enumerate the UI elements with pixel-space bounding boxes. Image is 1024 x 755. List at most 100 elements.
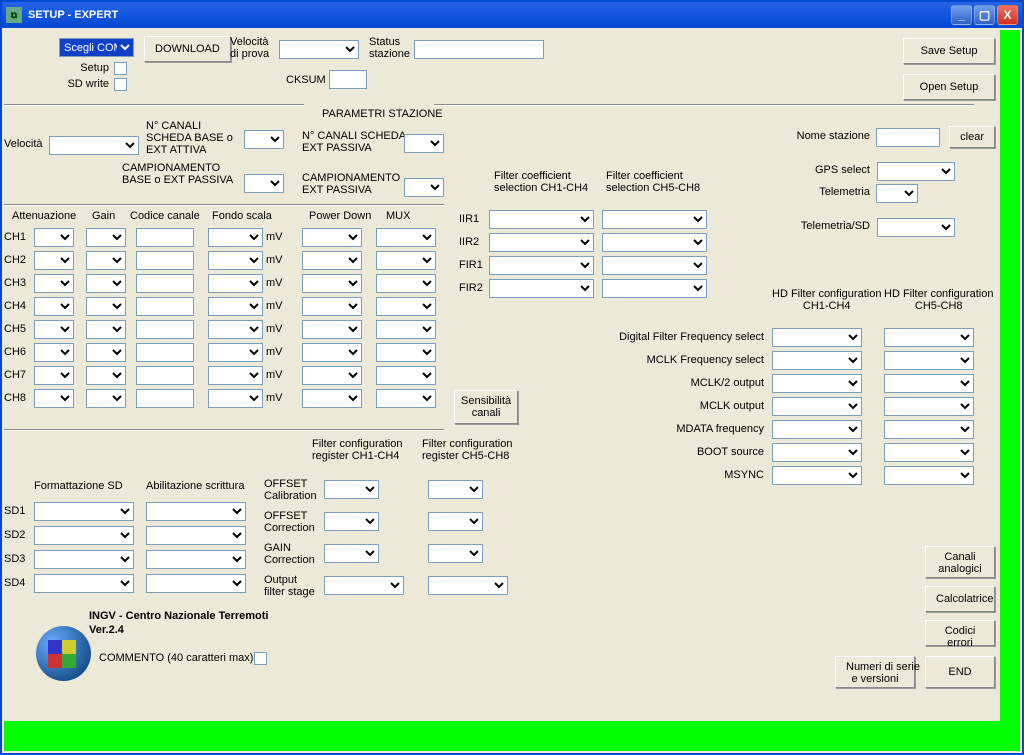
velocita-select[interactable] [49,136,139,155]
CH7-gain-select[interactable] [86,366,126,385]
CH6-attenuazione-select[interactable] [34,343,74,362]
hd-row-1-ch58-select[interactable] [884,351,974,370]
close-button[interactable]: X [997,5,1018,25]
CH7-codice-field[interactable] [136,366,194,385]
fir1-ch58-select[interactable] [602,256,707,275]
CH8-attenuazione-select[interactable] [34,389,74,408]
ncanali-base-select[interactable] [244,130,284,149]
sensibilita-canali-button[interactable]: Sensibilità canali [454,390,518,424]
CH7-mux-select[interactable] [376,366,436,385]
CH2-gain-select[interactable] [86,251,126,270]
CH8-mux-select[interactable] [376,389,436,408]
CH7-powerdown-select[interactable] [302,366,362,385]
hd-row-5-ch14-select[interactable] [772,443,862,462]
fir2-ch58-select[interactable] [602,279,707,298]
SD2-abilitazione-select[interactable] [146,526,246,545]
CH5-codice-field[interactable] [136,320,194,339]
fcfg-offset_cor-ch58-select[interactable] [428,512,483,531]
hd-row-6-ch58-select[interactable] [884,466,974,485]
CH3-fondoscala-select[interactable] [208,274,263,293]
CH1-attenuazione-select[interactable] [34,228,74,247]
hd-row-4-ch14-select[interactable] [772,420,862,439]
SD4-abilitazione-select[interactable] [146,574,246,593]
telemetria-select[interactable] [876,184,918,203]
CH4-gain-select[interactable] [86,297,126,316]
CH1-powerdown-select[interactable] [302,228,362,247]
CH8-gain-select[interactable] [86,389,126,408]
camp-base-select[interactable] [244,174,284,193]
SD1-abilitazione-select[interactable] [146,502,246,521]
commento-checkbox[interactable] [254,652,267,665]
hd-row-3-ch58-select[interactable] [884,397,974,416]
CH3-attenuazione-select[interactable] [34,274,74,293]
numeri-serie-button[interactable]: Numeri di serie e versioni [835,656,915,688]
CH4-mux-select[interactable] [376,297,436,316]
CH1-fondoscala-select[interactable] [208,228,263,247]
download-button[interactable]: DOWNLOAD [144,36,231,62]
codici-errori-button[interactable]: Codici errori [925,620,995,646]
CH2-mux-select[interactable] [376,251,436,270]
status-stazione-field[interactable] [414,40,544,59]
SD2-formattazione-select[interactable] [34,526,134,545]
fcfg-offset_cal-ch58-select[interactable] [428,480,483,499]
cksum-field[interactable] [329,70,367,89]
CH3-gain-select[interactable] [86,274,126,293]
CH4-codice-field[interactable] [136,297,194,316]
fcfg-gain_cor-ch14-select[interactable] [324,544,379,563]
CH5-attenuazione-select[interactable] [34,320,74,339]
CH8-powerdown-select[interactable] [302,389,362,408]
camp-ext-select[interactable] [404,178,444,197]
gps-select[interactable] [877,162,955,181]
calcolatrice-button[interactable]: Calcolatrice [925,586,995,612]
CH5-fondoscala-select[interactable] [208,320,263,339]
CH6-codice-field[interactable] [136,343,194,362]
CH6-gain-select[interactable] [86,343,126,362]
hd-row-2-ch58-select[interactable] [884,374,974,393]
iir2-ch58-select[interactable] [602,233,707,252]
clear-button[interactable]: clear [949,126,995,148]
CH5-powerdown-select[interactable] [302,320,362,339]
iir1-ch58-select[interactable] [602,210,707,229]
SD4-formattazione-select[interactable] [34,574,134,593]
open-setup-button[interactable]: Open Setup [903,74,995,100]
hd-row-0-ch58-select[interactable] [884,328,974,347]
fcfg-gain_cor-ch58-select[interactable] [428,544,483,563]
CH3-codice-field[interactable] [136,274,194,293]
hd-row-4-ch58-select[interactable] [884,420,974,439]
fir2-ch14-select[interactable] [489,279,594,298]
hd-row-6-ch14-select[interactable] [772,466,862,485]
CH6-fondoscala-select[interactable] [208,343,263,362]
CH1-codice-field[interactable] [136,228,194,247]
fcfg-offset_cal-ch14-select[interactable] [324,480,379,499]
hd-row-5-ch58-select[interactable] [884,443,974,462]
CH3-mux-select[interactable] [376,274,436,293]
hd-row-2-ch14-select[interactable] [772,374,862,393]
CH2-attenuazione-select[interactable] [34,251,74,270]
end-button[interactable]: END [925,656,995,688]
hd-row-1-ch14-select[interactable] [772,351,862,370]
CH6-powerdown-select[interactable] [302,343,362,362]
CH4-fondoscala-select[interactable] [208,297,263,316]
telemetria-sd-select[interactable] [877,218,955,237]
minimize-button[interactable]: _ [951,5,972,25]
CH8-fondoscala-select[interactable] [208,389,263,408]
SD1-formattazione-select[interactable] [34,502,134,521]
sdwrite-checkbox[interactable] [114,78,127,91]
CH8-codice-field[interactable] [136,389,194,408]
CH5-mux-select[interactable] [376,320,436,339]
hd-row-3-ch14-select[interactable] [772,397,862,416]
ncanali-ext-select[interactable] [404,134,444,153]
canali-analogici-button[interactable]: Canali analogici [925,546,995,578]
CH4-attenuazione-select[interactable] [34,297,74,316]
CH6-mux-select[interactable] [376,343,436,362]
CH2-codice-field[interactable] [136,251,194,270]
fcfg-out_stage-ch14-select[interactable] [324,576,404,595]
fcfg-offset_cor-ch14-select[interactable] [324,512,379,531]
hd-row-0-ch14-select[interactable] [772,328,862,347]
CH3-powerdown-select[interactable] [302,274,362,293]
iir2-ch14-select[interactable] [489,233,594,252]
CH5-gain-select[interactable] [86,320,126,339]
CH7-fondoscala-select[interactable] [208,366,263,385]
CH1-mux-select[interactable] [376,228,436,247]
CH2-fondoscala-select[interactable] [208,251,263,270]
